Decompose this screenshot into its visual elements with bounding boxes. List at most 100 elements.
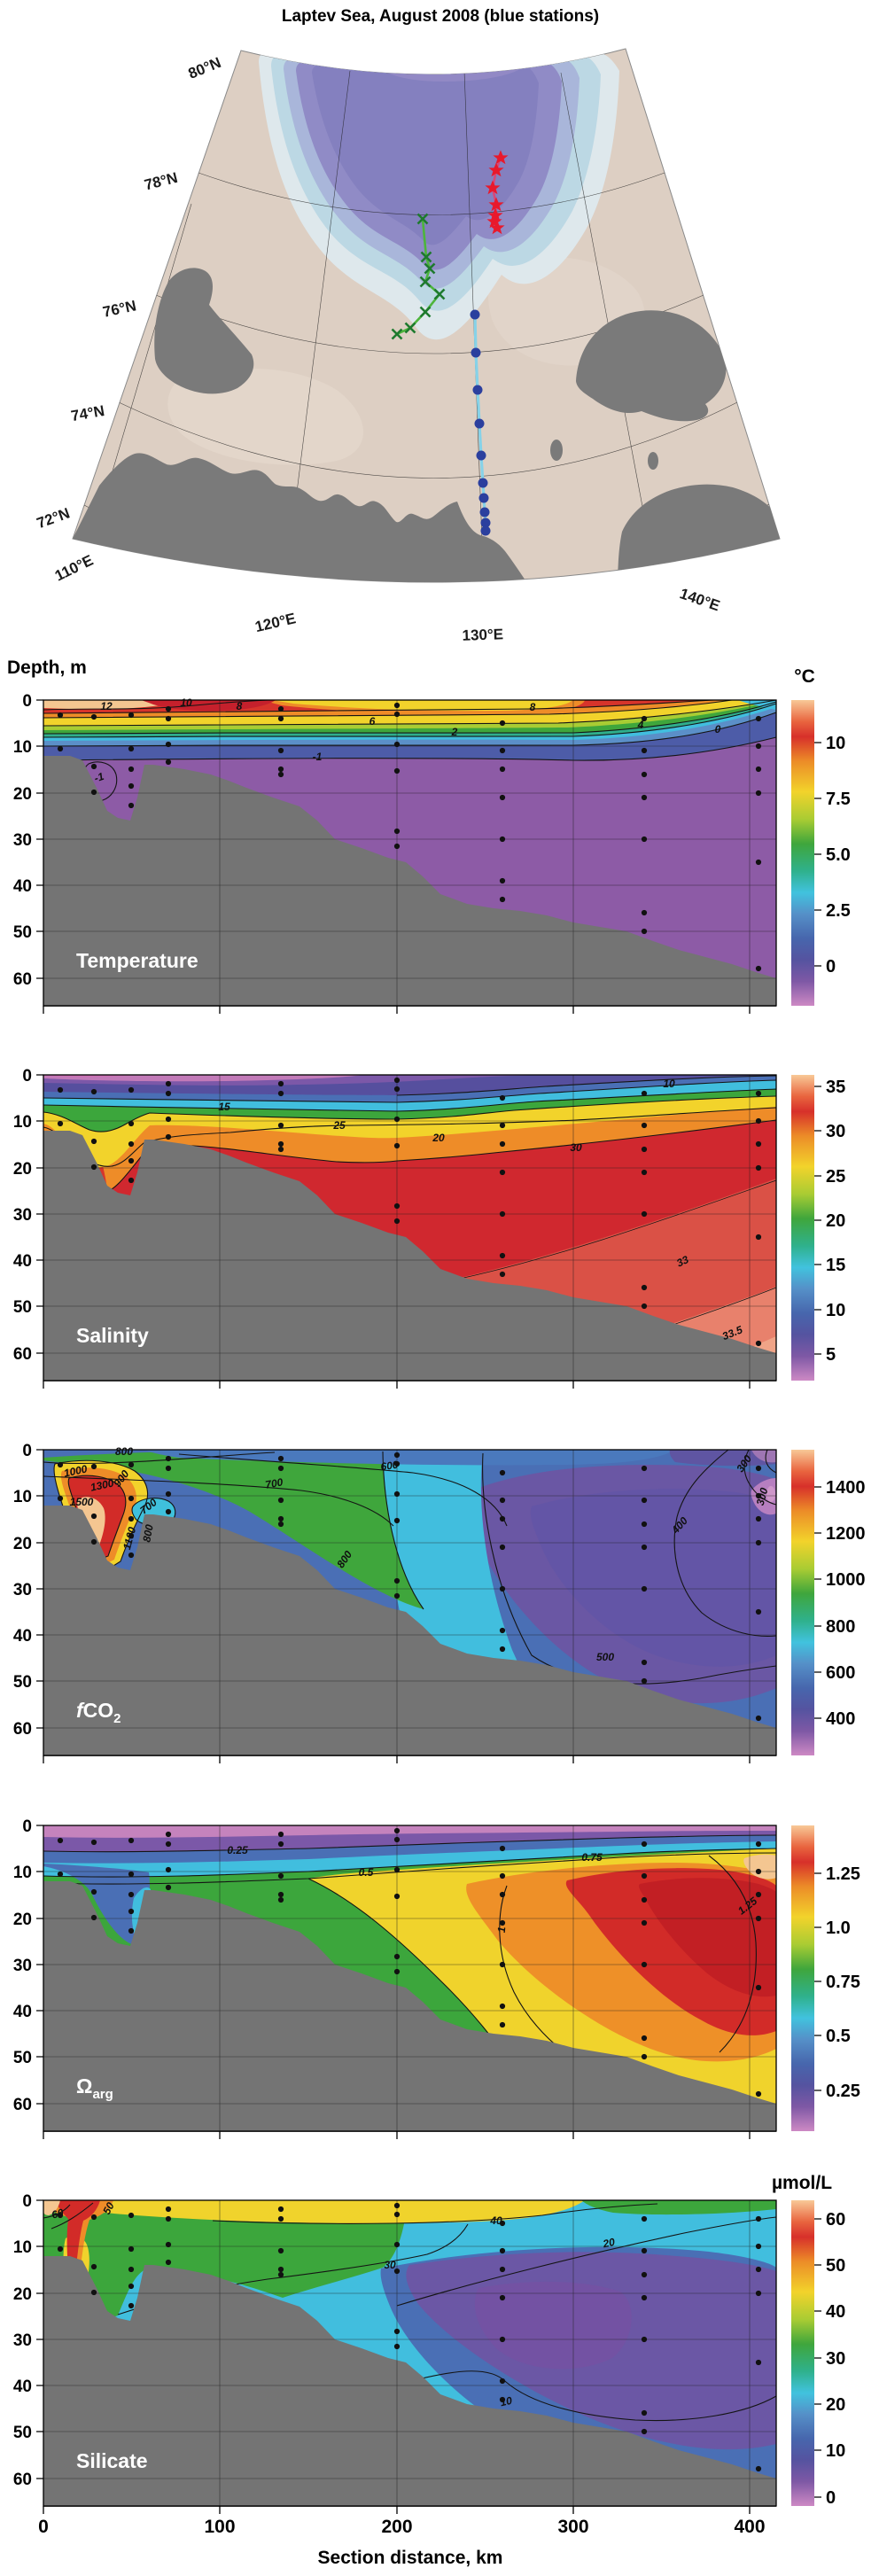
silicate-contour-labels: 60 50 40 30 20 10 <box>51 2200 617 2409</box>
svg-text:0.75: 0.75 <box>826 1973 860 1992</box>
panel-omega-aragonite: 0.25 0.5 0.75 1 1.25 Ωarg 1.25 1.0 0.75 … <box>12 1817 860 2140</box>
svg-text:5: 5 <box>826 1345 836 1365</box>
lon-label-120E: 120°E <box>253 610 298 635</box>
fco2-colorbar: 1400 1200 1000 800 600 400 <box>791 1450 866 1755</box>
svg-text:30: 30 <box>826 1122 845 1141</box>
x-axis-label: Section distance, km <box>318 2548 503 2568</box>
svg-text:60: 60 <box>51 2206 66 2222</box>
omega-label-main: Ω <box>76 2074 92 2097</box>
fco2-panel-label: fCO2 <box>76 1699 121 1726</box>
svg-text:4: 4 <box>637 719 644 731</box>
green-station-transect <box>391 213 446 340</box>
svg-text:1400: 1400 <box>826 1478 866 1498</box>
svg-text:400: 400 <box>826 1709 855 1729</box>
depth-axis-label: Depth, m <box>7 658 87 678</box>
svg-text:800: 800 <box>826 1617 855 1637</box>
svg-text:60: 60 <box>826 2210 845 2230</box>
svg-text:0.25: 0.25 <box>227 1844 248 1856</box>
lon-label-140E: 140°E <box>678 585 722 614</box>
svg-text:1100: 1100 <box>121 1525 138 1551</box>
fco2-label-sub2: 2 <box>113 1711 121 1726</box>
blue-station-markers <box>470 309 491 536</box>
svg-text:20: 20 <box>826 2395 845 2415</box>
silicate-colorbar: 60 50 40 30 20 10 0 <box>791 2200 845 2508</box>
svg-text:500: 500 <box>596 1651 614 1663</box>
temperature-panel-label: Temperature <box>76 949 198 972</box>
station-map: 80°N 78°N 76°N 74°N 72°N 110°E 120°E 130… <box>35 48 781 644</box>
red-station-transect <box>485 150 509 235</box>
svg-text:1300: 1300 <box>89 1476 115 1493</box>
svg-text:1500: 1500 <box>70 1496 94 1508</box>
svg-text:300: 300 <box>754 1486 771 1506</box>
svg-text:-1: -1 <box>93 770 106 785</box>
figure-title: Laptev Sea, August 2008 (blue stations) <box>282 7 599 26</box>
svg-text:10: 10 <box>826 734 845 753</box>
svg-text:1.0: 1.0 <box>826 1918 851 1938</box>
svg-text:10: 10 <box>826 1301 845 1320</box>
svg-text:6: 6 <box>369 715 376 728</box>
svg-text:800: 800 <box>140 1523 155 1543</box>
svg-text:-1: -1 <box>313 751 323 763</box>
svg-text:2.5: 2.5 <box>826 901 851 921</box>
svg-text:700: 700 <box>264 1475 284 1490</box>
salinity-colorbar: 35 30 25 20 15 10 5 <box>791 1075 845 1381</box>
svg-text:1: 1 <box>495 1926 509 1933</box>
lon-label-110E: 110°E <box>52 552 96 585</box>
svg-text:0: 0 <box>715 723 721 735</box>
x-tick-400: 400 <box>734 2517 765 2537</box>
svg-text:600: 600 <box>826 1663 855 1683</box>
svg-text:33: 33 <box>674 1253 690 1269</box>
svg-text:50: 50 <box>826 2256 845 2276</box>
svg-text:20: 20 <box>826 1211 845 1231</box>
silicate-unit-label: µmol/L <box>772 2173 832 2193</box>
svg-text:1.25: 1.25 <box>826 1864 860 1884</box>
temperature-contour-lines <box>43 699 777 802</box>
panel-silicate: 60 50 40 30 20 10 Silicate 60 50 40 30 2… <box>12 2191 845 2568</box>
x-tick-300: 300 <box>557 2517 588 2537</box>
svg-text:0.75: 0.75 <box>581 1851 603 1864</box>
svg-text:10: 10 <box>826 2441 845 2461</box>
lat-label-74N: 74°N <box>70 402 106 424</box>
blue-station-transect <box>470 309 491 536</box>
svg-text:15: 15 <box>826 1256 845 1275</box>
lat-label-76N: 76°N <box>101 297 137 320</box>
svg-text:2: 2 <box>451 726 458 738</box>
omega-label-sub: arg <box>92 2087 113 2102</box>
svg-text:0.5: 0.5 <box>359 1866 374 1879</box>
svg-text:8: 8 <box>237 700 243 712</box>
svg-text:15: 15 <box>218 1101 230 1113</box>
lon-label-130E: 130°E <box>462 626 503 644</box>
svg-text:1000: 1000 <box>826 1570 866 1590</box>
x-tick-100: 100 <box>204 2517 235 2537</box>
silicate-panel-label: Silicate <box>76 2449 148 2472</box>
svg-text:0: 0 <box>826 957 836 977</box>
panel-salinity: 10 15 20 25 30 33 33.5 Salinity 35 30 25… <box>12 1066 845 1389</box>
svg-text:10: 10 <box>499 2394 513 2409</box>
svg-text:7.5: 7.5 <box>826 790 851 809</box>
fco2-label-f: f <box>76 1699 85 1722</box>
lat-label-72N: 72°N <box>35 504 72 532</box>
svg-text:20: 20 <box>601 2236 616 2251</box>
svg-text:25: 25 <box>332 1119 346 1132</box>
svg-text:40: 40 <box>489 2214 502 2227</box>
svg-text:800: 800 <box>115 1445 133 1458</box>
svg-text:0.5: 0.5 <box>826 2027 851 2046</box>
svg-text:30: 30 <box>384 2259 396 2271</box>
temperature-unit-label: °C <box>794 666 815 687</box>
lat-label-78N: 78°N <box>143 169 179 194</box>
panel-temperature: 12 10 8 6 2 8 4 0 -1 -1 Temperature 10 7… <box>12 691 851 1015</box>
temperature-colorbar: 10 7.5 5.0 2.5 0 <box>791 700 851 1006</box>
ice-core <box>312 64 539 245</box>
x-tick-200: 200 <box>381 2517 412 2537</box>
svg-text:35: 35 <box>826 1078 845 1097</box>
svg-text:12: 12 <box>100 700 113 712</box>
section-x-axis: 0 100 200 300 400 Section distance, km <box>38 2517 765 2568</box>
omega-panel-label: Ωarg <box>76 2074 113 2102</box>
panel-fco2: 800 1000 900 1300 1500 700 1100 800 700 … <box>12 1441 866 1764</box>
svg-text:50: 50 <box>100 2200 117 2217</box>
salinity-panel-label: Salinity <box>76 1324 149 1347</box>
svg-text:30: 30 <box>570 1141 582 1154</box>
fco2-label-co: CO <box>83 1699 114 1722</box>
svg-text:8: 8 <box>530 701 536 713</box>
